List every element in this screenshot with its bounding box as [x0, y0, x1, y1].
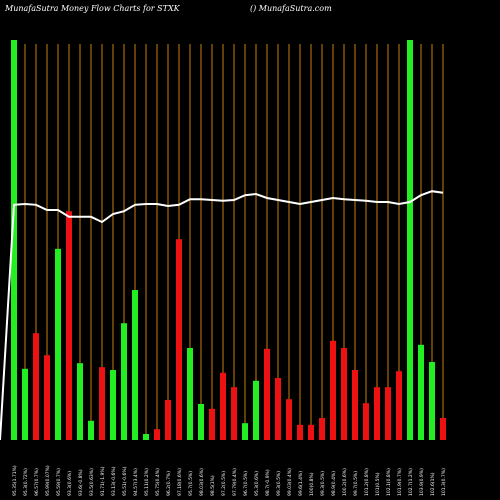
x-tick-label: 99.03(0.4%): [287, 468, 293, 496]
bar: [99, 367, 105, 440]
x-tick-label: 101(0.5%): [375, 472, 381, 496]
x-tick-label: 97.2(0.5%): [221, 471, 227, 496]
x-tick-label: 99.6(1.4%): [298, 471, 304, 496]
bar: [121, 323, 127, 440]
x-tick-label: 95.75(0.4%): [155, 468, 161, 496]
bar: [198, 404, 204, 440]
bar: [286, 399, 292, 440]
bar: [253, 380, 259, 440]
bars: [11, 40, 446, 440]
chart-title: MunafaSutra Money Flow Charts for STXK: [5, 4, 180, 13]
bar: [209, 408, 215, 440]
x-tick-label: 95.7(0.5%): [188, 471, 194, 496]
bar: [264, 348, 270, 440]
x-tick-label: 99.3(0.5%): [276, 471, 282, 496]
bar: [176, 239, 182, 440]
x-tick-label: 98.7(-0.9%): [265, 469, 271, 496]
x-tick-label: 96.57(0.7%): [34, 468, 40, 496]
bar: [55, 248, 61, 440]
bar: [363, 403, 369, 440]
bar: [407, 40, 413, 440]
x-tick-label: 95.3(0.72%): [23, 468, 29, 496]
bar: [154, 429, 160, 440]
x-tick-label: 95.11(0.2%): [144, 468, 150, 496]
bar: [77, 363, 83, 440]
bar: [374, 387, 380, 440]
x-tick-label: 93.5(0.63%): [89, 468, 95, 496]
x-tick-label: 96.2(0.7%): [166, 471, 172, 496]
x-tick-label: 93.13(-0.6%): [111, 466, 117, 496]
x-tick-label: 93.6(-0.8%): [78, 469, 84, 496]
bar: [396, 371, 402, 440]
bar: [33, 333, 39, 440]
x-tick-label: 98.5(1%): [210, 475, 216, 496]
price-line: [0, 190, 444, 441]
bar: [352, 370, 358, 440]
bar: [429, 362, 435, 440]
bar: [297, 424, 303, 440]
bar: [418, 344, 424, 440]
bar: [220, 372, 226, 440]
x-tick-label: 95.99(0.07%): [45, 465, 51, 496]
bar: [385, 387, 391, 440]
x-tick-label: 95.35(1.71%): [12, 465, 18, 496]
bar: [308, 424, 314, 440]
x-tick-label: 101.9(0.7%): [397, 468, 403, 496]
x-tick-label: 100.2(0.6%): [342, 468, 348, 496]
x-tick-label: 101.2(0.8%): [364, 468, 370, 496]
x-tick-label: 95.59(0.7%): [56, 468, 62, 496]
x-tick-label: 95.3(0.6%): [254, 471, 260, 496]
bar: [88, 420, 94, 440]
x-tick-label: 94.57(3.4%): [133, 468, 139, 496]
x-tick-label: 102.7(1.2%): [408, 468, 414, 496]
x-tick-label: 100(0.8%): [309, 472, 315, 496]
bar: [22, 368, 28, 440]
x-tick-label: 96.7(0.5%): [243, 471, 249, 496]
x-tick-label: 91.71(-1.9%): [100, 466, 106, 496]
bar: [231, 387, 237, 440]
x-tick-label: 93.3(0.6%): [67, 471, 73, 496]
bar: [187, 348, 193, 440]
bar: [143, 434, 149, 440]
bar: [110, 370, 116, 440]
bar: [319, 418, 325, 440]
bar: [275, 378, 281, 440]
x-tick-label: 95.51(-0.6%): [122, 466, 128, 496]
x-tick-label: 102.6(1%): [430, 472, 436, 496]
bar: [330, 340, 336, 440]
x-tick-label: 97.79(0.4%): [232, 468, 238, 496]
x-tick-label: 103.9(0.9%): [419, 468, 425, 496]
x-tick-label: 98.03(0.6%): [199, 468, 205, 496]
x-tick-label: 98.9(0.4%): [331, 471, 337, 496]
bar: [66, 211, 72, 440]
x-tick-labels: 95.35(1.71%) 95.3(0.72%) 96.57(0.7%) 95.99(…: [12, 465, 447, 496]
bar: [132, 290, 138, 440]
price-line-path: [0, 190, 444, 441]
bar: [440, 418, 446, 440]
x-tick-label: 99.7(0.5%): [353, 471, 359, 496]
bar: [341, 348, 347, 440]
bar: [165, 400, 171, 440]
x-tick-label: 101.3(0.7%): [441, 468, 447, 496]
bar: [242, 423, 248, 440]
bar: [11, 40, 17, 440]
x-tick-label: 99.3(0.5%): [320, 471, 326, 496]
x-tick-label: 102.1(0.8%): [386, 468, 392, 496]
site-credit: () MunafaSutra.com: [250, 4, 332, 13]
bar: [44, 355, 50, 440]
x-tick-label: 97.18(0.6%): [177, 468, 183, 496]
